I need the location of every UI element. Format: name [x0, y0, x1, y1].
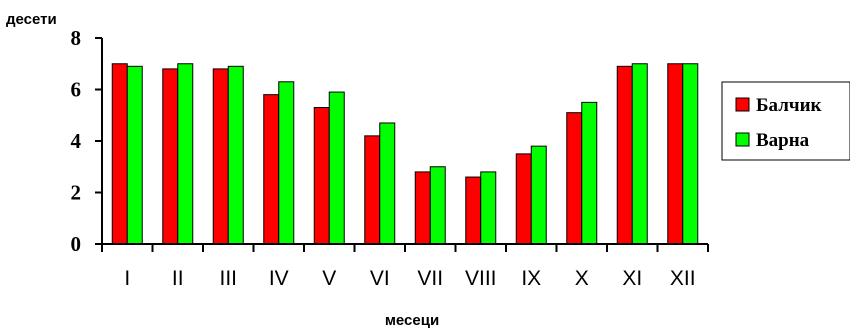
legend: Балчик Варна — [721, 81, 850, 161]
bar-varna-X — [581, 101, 598, 245]
y-tick-label: 8 — [71, 26, 82, 50]
legend-swatch-balchik — [735, 97, 750, 112]
bar-varna-III — [227, 65, 244, 245]
y-tick-label: 2 — [71, 181, 82, 205]
x-tick-label: I — [124, 267, 130, 290]
bar-varna-IV — [278, 81, 295, 245]
bar-balchik-XI — [616, 65, 633, 245]
bar-balchik-VI — [364, 135, 381, 245]
x-tick-label: XI — [622, 267, 642, 290]
legend-box — [721, 81, 850, 161]
bar-varna-V — [328, 91, 345, 245]
legend-label-varna: Варна — [756, 130, 810, 151]
bar-varna-VII — [429, 166, 446, 245]
bar-balchik-III — [212, 68, 229, 245]
bar-varna-XII — [682, 63, 699, 245]
bar-varna-XI — [631, 63, 648, 245]
x-tick-label: VIII — [465, 267, 497, 290]
y-tick-label: 0 — [71, 232, 82, 256]
legend-swatch-varna — [735, 132, 750, 147]
x-tick-label: VI — [370, 267, 390, 290]
bar-balchik-IV — [263, 94, 280, 245]
bar-varna-IX — [530, 145, 547, 245]
x-tick-label: IX — [521, 267, 541, 290]
x-tick-label: V — [322, 267, 336, 290]
legend-label-balchik: Балчик — [756, 95, 822, 116]
x-tick-label: X — [575, 267, 589, 290]
x-ticks: I II III IV V VI VII VIII IX X XI XII — [101, 244, 709, 290]
x-tick-label: IV — [269, 267, 289, 290]
x-tick-label: XII — [670, 267, 696, 290]
bar-balchik-VIII — [465, 176, 482, 245]
x-tick-label: III — [219, 267, 237, 290]
bars-group — [111, 63, 699, 245]
bar-varna-VIII — [480, 171, 497, 245]
bar-balchik-I — [111, 63, 128, 245]
bar-varna-I — [126, 65, 143, 245]
y-tick-label: 4 — [71, 129, 82, 153]
bar-varna-VI — [379, 122, 396, 245]
bar-balchik-V — [313, 107, 330, 245]
y-ticks: 0 2 4 6 8 — [71, 26, 102, 256]
bar-varna-II — [177, 63, 194, 245]
x-tick-label: II — [172, 267, 184, 290]
bar-balchik-IX — [515, 153, 532, 245]
x-tick-label: VII — [417, 267, 443, 290]
bar-balchik-II — [162, 68, 179, 245]
bar-balchik-VII — [414, 171, 431, 245]
y-axis-label: десети — [6, 11, 57, 28]
x-axis-label: месеци — [385, 312, 439, 329]
bar-balchik-XII — [667, 63, 684, 245]
y-tick-label: 6 — [71, 78, 82, 102]
bar-balchik-X — [566, 112, 583, 245]
